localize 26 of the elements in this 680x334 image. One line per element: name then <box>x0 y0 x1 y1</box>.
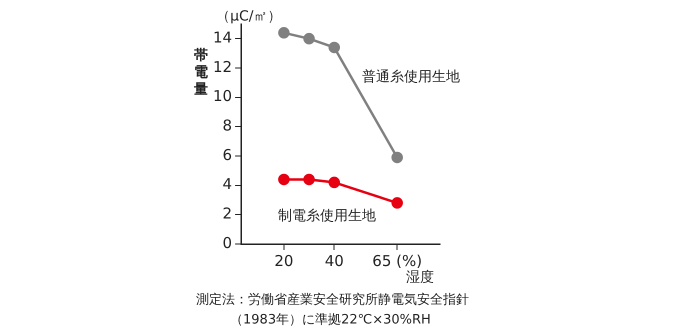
annotation: （μC/㎡） <box>216 8 282 25</box>
text: 測定法：労働省産業安全研究所静電気安全指針 <box>196 291 469 308</box>
x-tick-label: 65 (%) <box>372 252 422 270</box>
point <box>391 152 403 164</box>
series-label: 普通糸使用生地 <box>362 68 460 86</box>
y-tick-label: 14 <box>212 28 232 47</box>
x-tick-label: 40 <box>324 252 344 270</box>
point <box>303 32 315 44</box>
y-tick-label: 2 <box>222 204 232 223</box>
y-tick-label: 6 <box>222 146 232 164</box>
x-tick-label: 20 <box>274 252 294 270</box>
y-tick-label: 12 <box>212 58 232 76</box>
y-tick-label: 4 <box>222 175 232 194</box>
point <box>328 176 340 188</box>
y-axis-title: 帯電量 <box>193 48 208 98</box>
x-axis-title: 湿度 <box>406 270 434 286</box>
point <box>303 174 315 186</box>
point <box>328 42 340 54</box>
y-tick-label: 8 <box>222 116 232 135</box>
point <box>278 27 290 39</box>
point <box>391 197 403 209</box>
y-tick-label: 0 <box>222 234 232 252</box>
series-label: 制電糸使用生地 <box>278 208 376 224</box>
point <box>278 174 290 186</box>
y-tick-label: 10 <box>212 87 232 106</box>
text: （1983年）に準拠22℃×30%RH <box>230 312 431 328</box>
